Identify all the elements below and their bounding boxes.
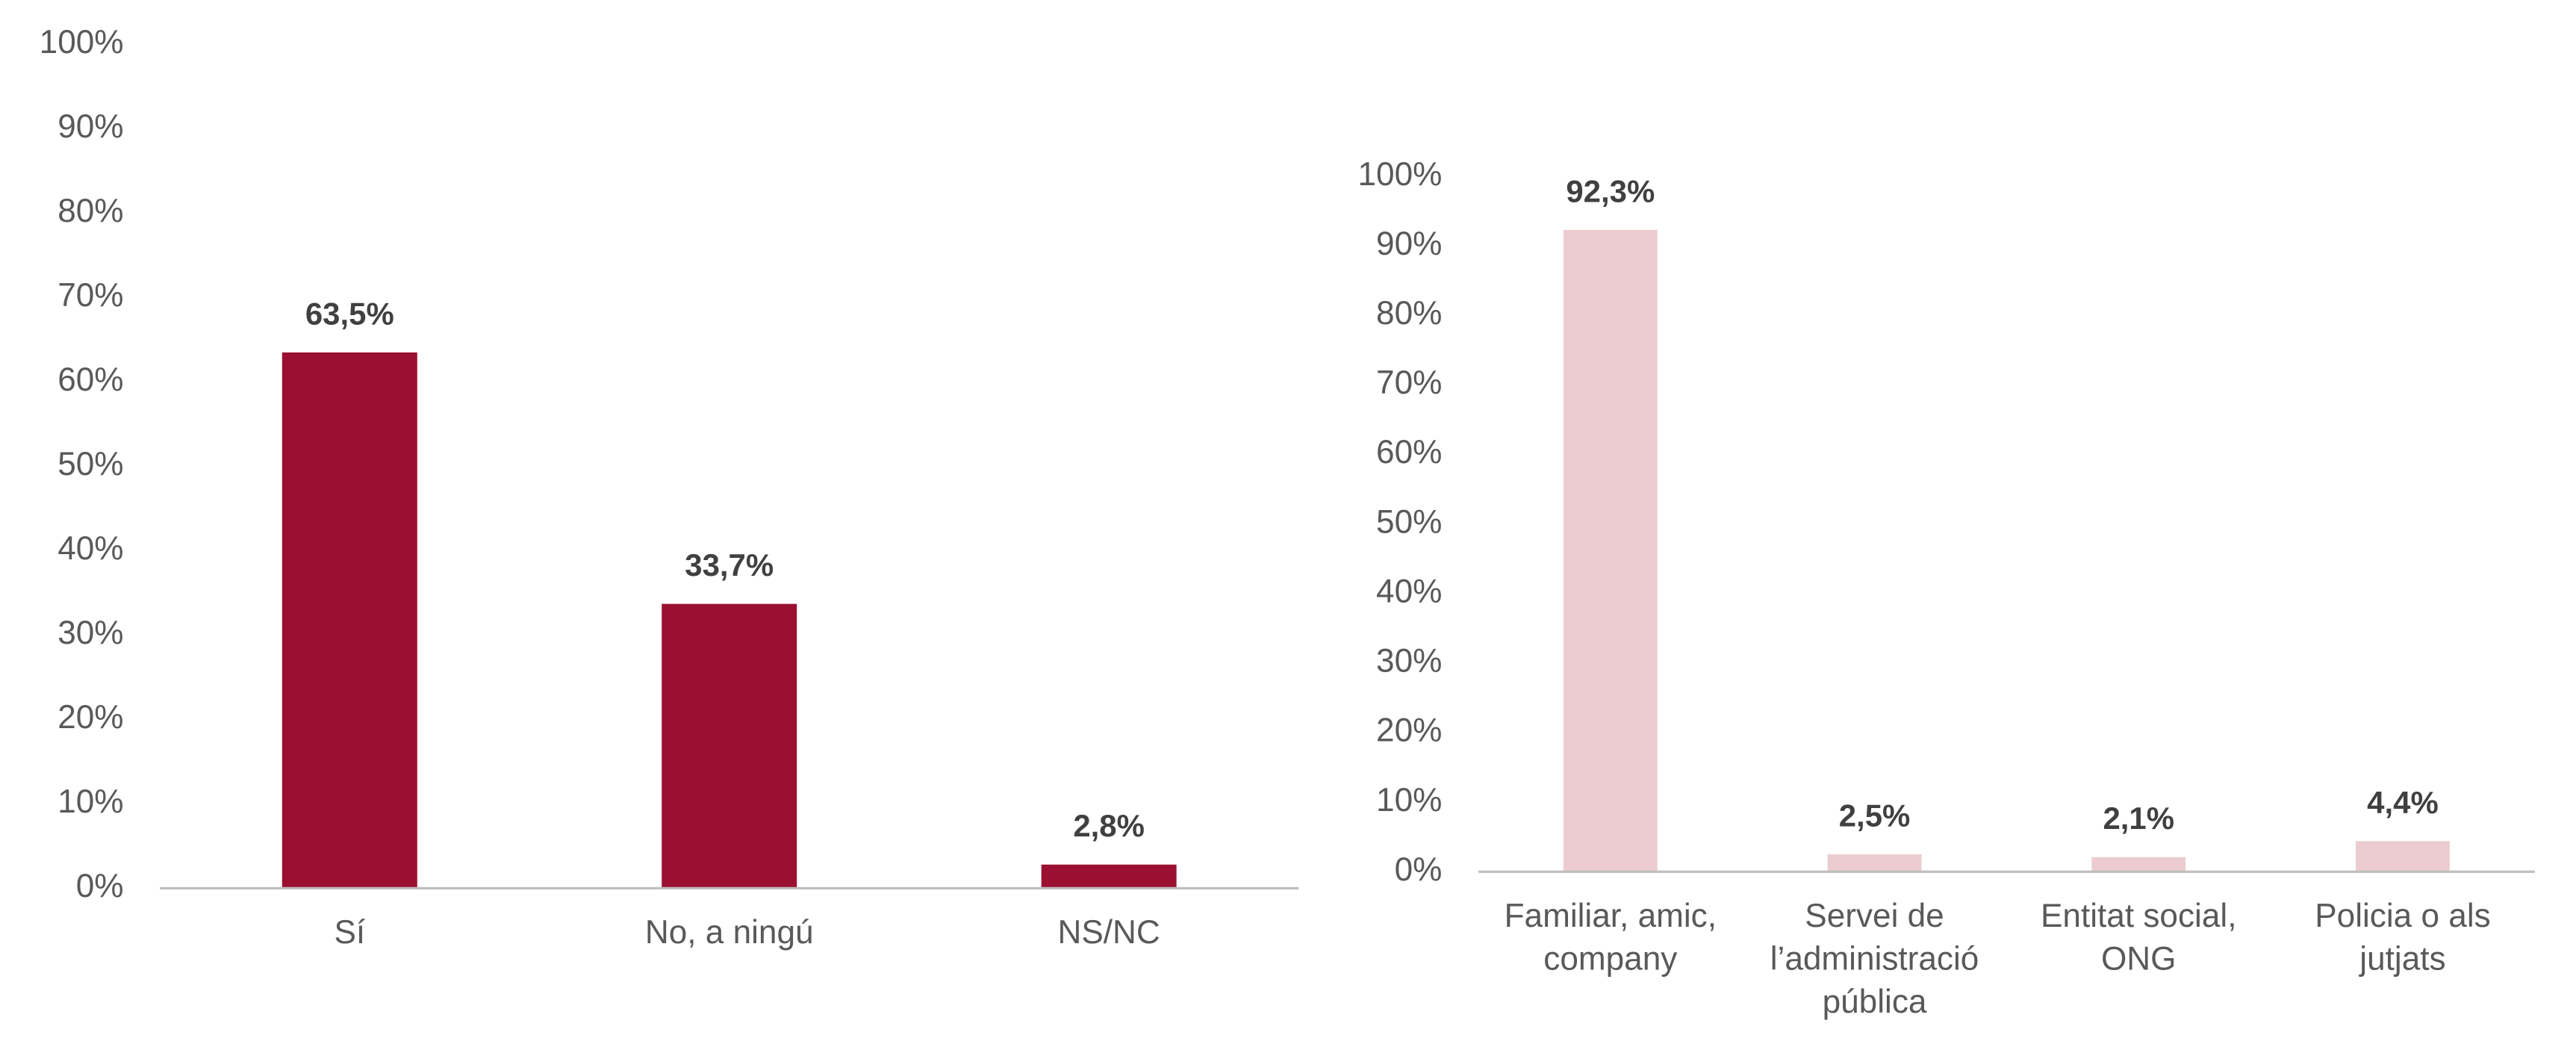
y-tick-label: 80% [1376,295,1442,332]
x-tick-label: Servei de l’administració pública [1770,898,1979,1020]
y-tick-label: 100% [40,24,124,60]
x-tick-label: Familiar, amic, company [1505,898,1717,977]
bar [662,603,797,889]
bar [281,352,417,889]
bar [1041,864,1177,889]
y-tick-label: 30% [57,615,123,651]
y-tick-label: 60% [57,361,123,398]
y-tick-label: 50% [57,446,123,482]
bar [2356,841,2450,872]
value-label: 63,5% [305,296,394,331]
bar [2091,857,2186,872]
value-label: 2,1% [2103,801,2174,836]
bar [1827,854,1922,872]
y-tick-label: 90% [1376,226,1442,262]
y-tick-label: 20% [57,699,123,736]
value-label: 4,4% [2367,785,2439,820]
x-tick-label: Entitat social, ONG [2041,898,2236,977]
y-tick-label: 0% [76,868,124,904]
y-tick-label: 50% [1376,503,1442,540]
value-label: 92,3% [1566,173,1655,208]
x-tick-label: Policia o als jutjats [2315,898,2490,977]
value-label: 33,7% [685,547,774,583]
y-tick-label: 100% [1358,156,1443,193]
x-tick-label: NS/NC [1057,914,1160,951]
y-tick-label: 10% [57,783,123,820]
y-tick-label: 30% [1376,643,1442,680]
x-tick-label: Sí [334,914,365,951]
y-tick-label: 70% [1376,364,1442,401]
y-tick-label: 10% [1376,782,1442,819]
y-tick-label: 60% [1376,434,1442,470]
x-tick-label: No, a ningú [645,914,814,951]
value-label: 2,5% [1839,798,1911,833]
y-tick-label: 20% [1376,712,1442,749]
bar [1563,229,1658,872]
y-tick-label: 90% [57,108,123,145]
y-tick-label: 70% [57,277,123,314]
y-tick-label: 40% [1376,573,1442,609]
value-label: 2,8% [1073,808,1145,843]
y-tick-label: 40% [57,530,123,567]
y-tick-label: 0% [1395,851,1443,888]
y-tick-label: 80% [57,193,123,229]
